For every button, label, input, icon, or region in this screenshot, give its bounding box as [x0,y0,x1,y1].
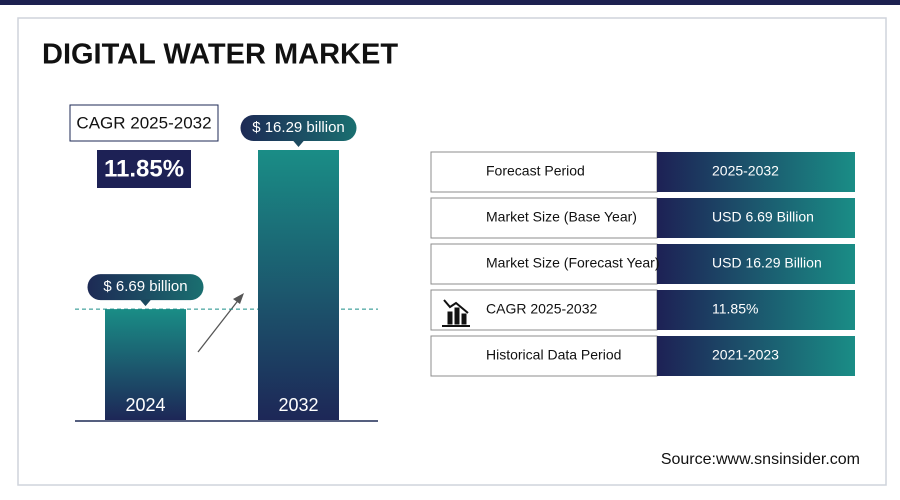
frame [17,17,887,486]
row-value-box [657,244,855,284]
row-value: 2021-2023 [712,347,779,363]
bar [105,309,186,420]
cagr-value: 11.85% [104,155,184,182]
cagr-label: CAGR 2025-2032 [76,113,211,132]
value-pill [87,274,204,301]
arrow-head [233,293,244,304]
row-value: 2025-2032 [712,163,779,179]
row-label: CAGR 2025-2032 [486,301,598,317]
row-label: Market Size (Forecast Year) [486,255,660,271]
row-value: 11.85% [712,301,758,317]
bar [258,150,339,420]
row-label: Forecast Period [486,163,585,179]
top-band [0,0,900,5]
row-value: USD 16.29 Billion [712,255,822,271]
value-pill [240,115,357,141]
growth-arrow [197,297,241,353]
chart-icon [442,299,470,327]
row-value: USD 6.69 Billion [712,209,814,225]
pill-pointer [292,140,305,147]
x-tick-label: 2032 [278,395,318,415]
data-label: $ 16.29 billion [252,119,345,136]
row-value-box [657,198,855,238]
cagr-value-box [97,150,191,188]
source: Source:www.snsinsider.com [661,451,860,468]
row-value-box [657,152,855,192]
row-label: Historical Data Period [486,347,621,363]
cagr-label-box [69,104,219,142]
row-value-box [657,336,855,376]
title: DIGITAL WATER MARKET [42,39,398,71]
pill-pointer [139,299,152,307]
row-value-box [657,290,855,330]
x-tick-label: 2024 [125,395,165,415]
row-label-box [430,197,658,239]
row-label: Market Size (Base Year) [486,209,637,225]
row-label-box [430,289,658,331]
data-label: $ 6.69 billion [103,278,187,295]
